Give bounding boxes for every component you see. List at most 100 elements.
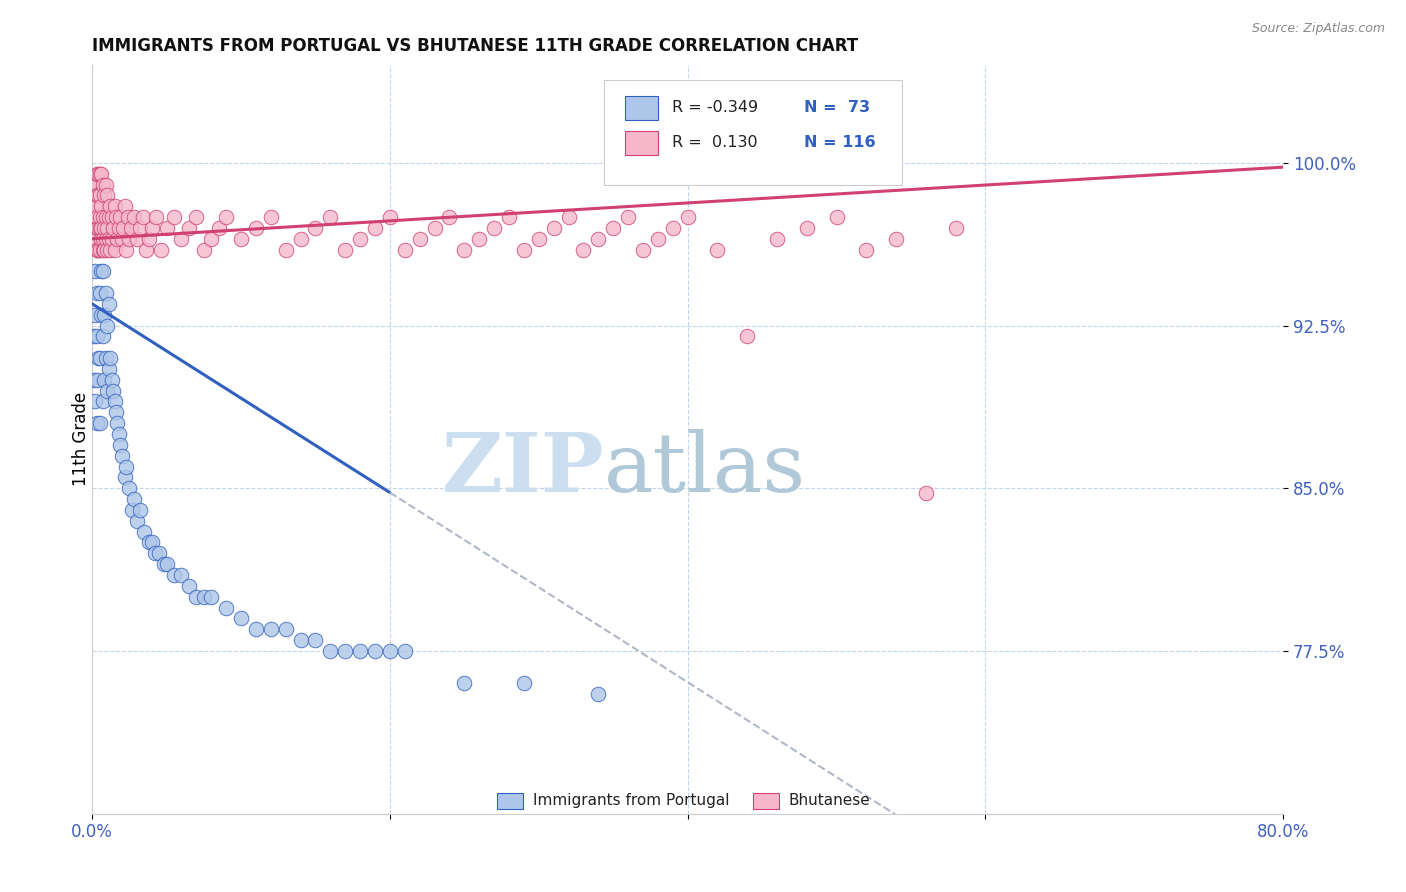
Point bbox=[215, 210, 238, 224]
Point bbox=[94, 351, 117, 365]
Point bbox=[200, 232, 222, 246]
Point bbox=[143, 546, 166, 560]
Point bbox=[229, 611, 252, 625]
Point bbox=[735, 329, 758, 343]
Point bbox=[335, 243, 357, 257]
Point bbox=[453, 243, 475, 257]
Point bbox=[90, 232, 112, 246]
Point bbox=[110, 438, 132, 452]
Point bbox=[118, 481, 141, 495]
Point bbox=[260, 210, 283, 224]
Point bbox=[170, 232, 193, 246]
Point bbox=[91, 232, 114, 246]
Point bbox=[114, 199, 136, 213]
Point bbox=[602, 220, 624, 235]
Point bbox=[91, 329, 114, 343]
Point bbox=[87, 188, 110, 202]
Point bbox=[91, 178, 114, 192]
Point bbox=[208, 220, 231, 235]
Point bbox=[170, 568, 193, 582]
Point bbox=[193, 243, 215, 257]
Point bbox=[96, 220, 118, 235]
Point bbox=[557, 210, 579, 224]
Point bbox=[156, 220, 179, 235]
Text: Immigrants from Portugal: Immigrants from Portugal bbox=[533, 793, 730, 807]
Point bbox=[706, 243, 728, 257]
Point bbox=[84, 308, 107, 322]
Point bbox=[177, 220, 200, 235]
Point bbox=[84, 178, 107, 192]
Bar bbox=[498, 793, 523, 809]
Text: Source: ZipAtlas.com: Source: ZipAtlas.com bbox=[1251, 22, 1385, 36]
Point bbox=[588, 687, 610, 701]
Point bbox=[141, 220, 163, 235]
Point bbox=[103, 394, 125, 409]
Point bbox=[335, 644, 357, 658]
Point bbox=[91, 243, 114, 257]
Point bbox=[86, 243, 108, 257]
Point bbox=[884, 232, 907, 246]
Point bbox=[114, 470, 136, 484]
Point bbox=[349, 644, 371, 658]
Point bbox=[105, 210, 128, 224]
Point bbox=[98, 199, 121, 213]
Point bbox=[97, 210, 120, 224]
Point bbox=[122, 491, 145, 506]
Text: ZIP: ZIP bbox=[441, 429, 605, 509]
Point bbox=[215, 600, 238, 615]
Point bbox=[98, 243, 121, 257]
Point bbox=[121, 503, 143, 517]
Point bbox=[111, 232, 134, 246]
Point bbox=[260, 622, 283, 636]
Point bbox=[87, 243, 110, 257]
Point bbox=[304, 220, 326, 235]
Point bbox=[86, 188, 108, 202]
Point bbox=[364, 220, 387, 235]
Point bbox=[94, 178, 117, 192]
Text: IMMIGRANTS FROM PORTUGAL VS BHUTANESE 11TH GRADE CORRELATION CHART: IMMIGRANTS FROM PORTUGAL VS BHUTANESE 11… bbox=[93, 37, 858, 55]
Point bbox=[89, 416, 111, 430]
Point bbox=[97, 362, 120, 376]
Point bbox=[138, 535, 160, 549]
Point bbox=[617, 210, 640, 224]
Point bbox=[482, 220, 505, 235]
Point bbox=[408, 232, 430, 246]
Point bbox=[96, 243, 118, 257]
Point bbox=[855, 243, 877, 257]
Point bbox=[676, 210, 699, 224]
Point bbox=[319, 644, 342, 658]
Point bbox=[107, 232, 129, 246]
Point bbox=[796, 220, 818, 235]
Text: R = -0.349: R = -0.349 bbox=[672, 100, 758, 114]
Point bbox=[91, 210, 114, 224]
Point bbox=[439, 210, 461, 224]
Point bbox=[543, 220, 565, 235]
Bar bbox=[624, 95, 658, 120]
Point bbox=[200, 590, 222, 604]
Point bbox=[661, 220, 683, 235]
Point bbox=[115, 459, 138, 474]
Point bbox=[94, 210, 117, 224]
Point bbox=[108, 220, 131, 235]
Point bbox=[83, 199, 105, 213]
Point bbox=[290, 232, 312, 246]
Bar bbox=[754, 793, 779, 809]
Point bbox=[87, 167, 110, 181]
Point bbox=[86, 329, 108, 343]
Point bbox=[97, 297, 120, 311]
Point bbox=[766, 232, 789, 246]
Point bbox=[90, 167, 112, 181]
Point bbox=[186, 590, 208, 604]
Point bbox=[122, 210, 145, 224]
Point bbox=[93, 243, 115, 257]
Point bbox=[83, 232, 105, 246]
Point bbox=[93, 220, 115, 235]
Point bbox=[135, 243, 157, 257]
Point bbox=[86, 167, 108, 181]
Point bbox=[83, 178, 105, 192]
Y-axis label: 11th Grade: 11th Grade bbox=[72, 392, 90, 486]
Point bbox=[101, 384, 124, 398]
Point bbox=[90, 308, 112, 322]
Point bbox=[84, 232, 107, 246]
Point bbox=[125, 514, 148, 528]
